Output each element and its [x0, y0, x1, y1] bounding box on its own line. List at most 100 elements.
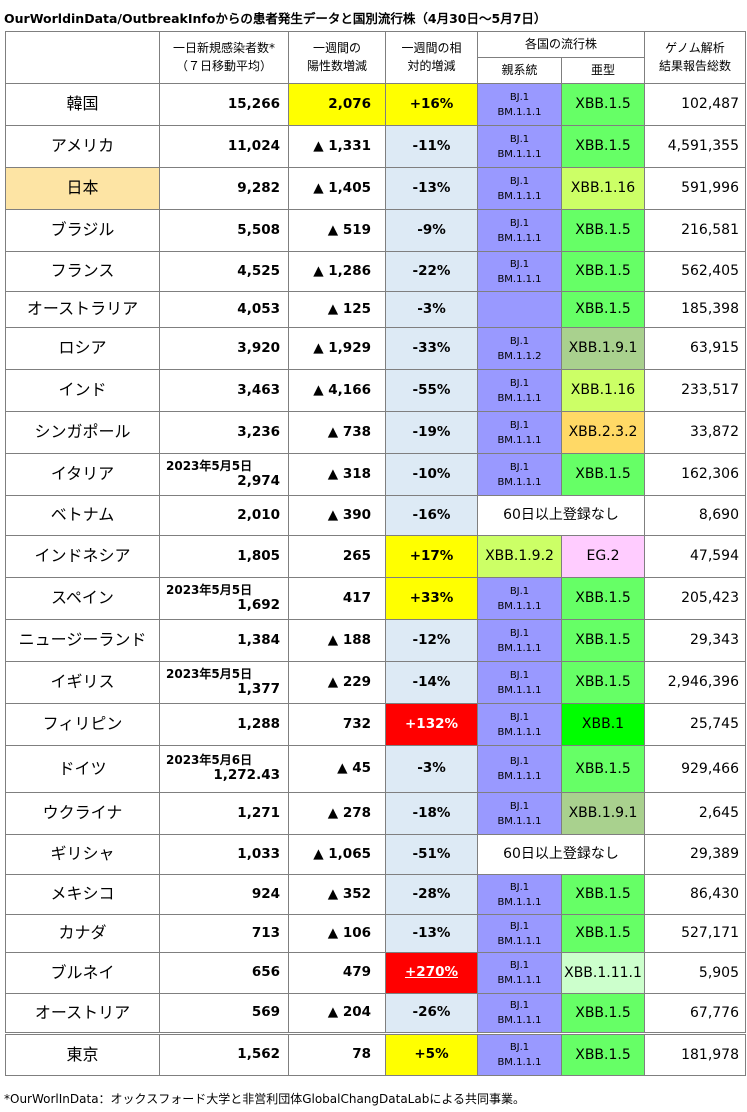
parent-lineage-label: BM.1.1.1 [497, 148, 542, 160]
parent-lineage-cell: BJ.1 BM.1.1.2 [477, 327, 562, 370]
ratio-value: +33% [409, 589, 454, 606]
ratio-value: -18% [412, 804, 451, 821]
parent-lineage-label: BJ.1 [509, 335, 530, 347]
country-cell: メキシコ [5, 874, 160, 915]
ratio-value: +270% [404, 964, 459, 981]
cases-cell: 2023年5月5日 1,692 [159, 577, 289, 620]
subtype-cell: EG.2 [561, 535, 645, 578]
cases-value: 1,033 [237, 845, 280, 862]
table-row: スペイン 2023年5月5日 1,692 417 +33% BJ.1 BM.1.1.1 XBB… [5, 577, 746, 620]
ratio-cell: -9% [385, 209, 478, 252]
no-data-cell: 60日以上登録なし [477, 495, 645, 536]
subtype-cell: XBB.1.11.1 [561, 952, 645, 994]
table-row: ドイツ 2023年5月6日 1,272.43 ▲ 45 -3% BJ.1 BM.1.1.1 X… [5, 745, 746, 793]
subtype-cell: XBB.1.5 [561, 993, 645, 1034]
page-title: OurWorldinData/OutbreakInfoからの患者発生データと国別… [4, 11, 547, 26]
cases-value: 1,805 [237, 547, 280, 564]
parent-lineage-label: BM.1.1.2 [497, 350, 542, 362]
genome-total-cell: 67,776 [644, 993, 746, 1034]
delta-cell: 265 [288, 535, 386, 578]
ratio-cell: -10% [385, 453, 478, 496]
parent-lineage-label: BJ.1 [509, 461, 530, 473]
delta-cell: ▲ 278 [288, 792, 386, 835]
cases-cell: 1,562 [159, 1032, 289, 1076]
parent-lineage-label: BM.1.1.1 [497, 1057, 542, 1068]
subtype-cell: XBB.1 [561, 703, 645, 746]
cases-cell: 9,282 [159, 167, 289, 210]
subtype-cell: XBB.1.5 [561, 874, 645, 915]
header-cases: 一日新規感染者数* （７日移動平均） [159, 31, 289, 84]
cases-cell: 15,266 [159, 83, 289, 126]
country-cell: ドイツ [5, 745, 160, 793]
cases-cell: 924 [159, 874, 289, 915]
parent-lineage-cell: BJ.1 BM.1.1.1 [477, 411, 562, 454]
parent-lineage-cell: BJ.1 BM.1.1.1 [477, 993, 562, 1034]
genome-total-cell: 162,306 [644, 453, 746, 496]
table-row: 東京 1,562 78 +5% BJ.1 BM.1.1.1 XBB.1.5 181,978 [5, 1032, 746, 1076]
parent-lineage-label: BJ.1 [509, 960, 530, 971]
delta-cell: ▲ 1,929 [288, 327, 386, 370]
delta-cell: ▲ 204 [288, 993, 386, 1034]
genome-total-cell: 86,430 [644, 874, 746, 915]
table-row: 日本 9,282 ▲ 1,405 -13% BJ.1 BM.1.1.1 XBB.1.16 59… [5, 167, 746, 210]
parent-lineage-cell: BJ.1 BM.1.1.1 [477, 167, 562, 210]
header-delta: 一週間の 陽性数増減 [288, 31, 386, 84]
table-row: カナダ 713 ▲ 106 -13% BJ.1 BM.1.1.1 XBB.1.5 527,17… [5, 914, 746, 953]
subtype-cell: XBB.1.5 [561, 619, 645, 662]
parent-lineage-label: BJ.1 [509, 377, 530, 389]
parent-lineage-cell: BJ.1 BM.1.1.1 [477, 661, 562, 704]
ratio-cell: -12% [385, 619, 478, 662]
ratio-value: -11% [412, 137, 451, 154]
parent-lineage-label: BJ.1 [509, 627, 530, 639]
genome-total-cell: 216,581 [644, 209, 746, 252]
ratio-cell: -19% [385, 411, 478, 454]
ratio-value: +17% [409, 547, 454, 564]
country-cell: イギリス [5, 661, 160, 704]
parent-lineage-label: BM.1.1.1 [497, 392, 542, 404]
subtype-cell: XBB.1.5 [561, 577, 645, 620]
cases-cell: 2023年5月5日 1,377 [159, 661, 289, 704]
country-cell: アメリカ [5, 125, 160, 168]
parent-lineage-cell: XBB.1.9.2 [477, 535, 562, 578]
cases-value: 15,266 [227, 95, 280, 112]
ratio-value: -28% [412, 885, 451, 902]
subtype-cell: XBB.1.5 [561, 291, 645, 328]
parent-lineage-cell: BJ.1 BM.1.1.1 [477, 453, 562, 496]
genome-total-cell: 102,487 [644, 83, 746, 126]
cases-value: 11,024 [227, 137, 280, 154]
genome-total-cell: 5,905 [644, 952, 746, 994]
delta-cell: ▲ 390 [288, 495, 386, 536]
country-cell: ブルネイ [5, 952, 160, 994]
delta-cell: ▲ 106 [288, 914, 386, 953]
ratio-cell: -33% [385, 327, 478, 370]
parent-lineage-label: BJ.1 [509, 258, 530, 270]
parent-lineage-label: BM.1.1.1 [497, 106, 542, 118]
parent-lineage-cell: BJ.1 BM.1.1.1 [477, 369, 562, 412]
delta-cell: 417 [288, 577, 386, 620]
ratio-cell: -13% [385, 167, 478, 210]
ratio-value: -12% [412, 631, 451, 648]
ratio-value: -3% [417, 300, 446, 317]
cases-cell: 4,053 [159, 291, 289, 328]
parent-lineage-cell: BJ.1 BM.1.1.1 [477, 703, 562, 746]
cases-value: 1,384 [237, 631, 280, 648]
delta-cell: ▲ 4,166 [288, 369, 386, 412]
table-row: イタリア 2023年5月5日 2,974 ▲ 318 -10% BJ.1 BM.1.1.1 X… [5, 453, 746, 496]
country-cell: 韓国 [5, 83, 160, 126]
parent-lineage-label: BJ.1 [509, 920, 530, 932]
table-row: フィリピン 1,288 732 +132% BJ.1 BM.1.1.1 XBB.1 25,74… [5, 703, 746, 746]
parent-lineage-label: BM.1.1.1 [497, 726, 542, 738]
genome-total-cell: 185,398 [644, 291, 746, 328]
header-parent: 親系統 [477, 57, 562, 84]
ratio-cell: -28% [385, 874, 478, 915]
country-cell: ニュージーランド [5, 619, 160, 662]
ratio-value: -13% [412, 179, 451, 196]
cases-value: 569 [251, 1004, 280, 1021]
report-date: 2023年5月5日 [166, 666, 253, 681]
ratio-cell: -26% [385, 993, 478, 1034]
ratio-cell: -55% [385, 369, 478, 412]
cases-value: 656 [251, 964, 280, 981]
subtype-cell: XBB.2.3.2 [561, 411, 645, 454]
table-row: オーストリア 569 ▲ 204 -26% BJ.1 BM.1.1.1 XBB.1.5 67,… [5, 993, 746, 1034]
table-row: メキシコ 924 ▲ 352 -28% BJ.1 BM.1.1.1 XBB.1.5 86,43… [5, 874, 746, 915]
